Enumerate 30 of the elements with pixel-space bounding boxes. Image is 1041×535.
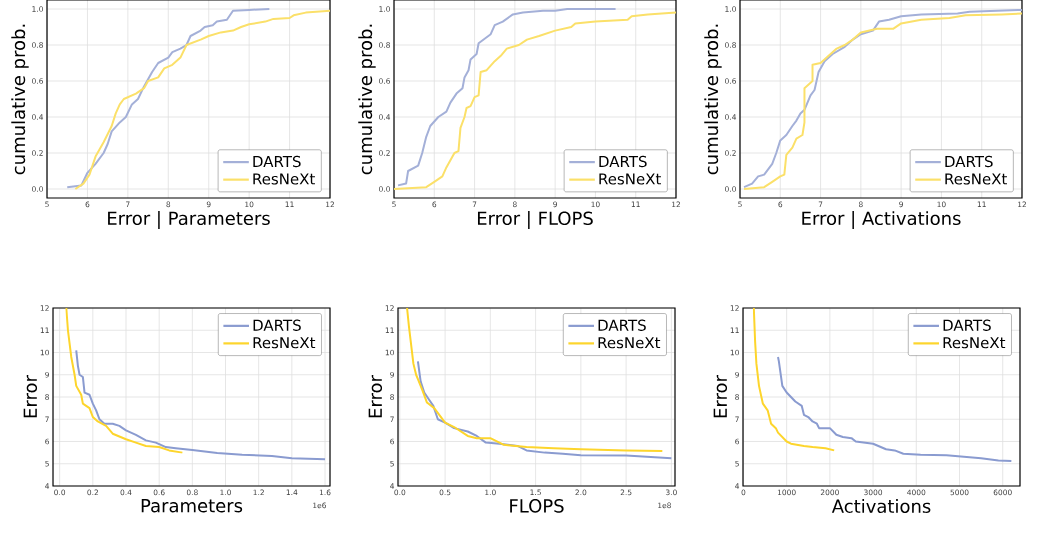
- legend-label: DARTS: [253, 155, 301, 168]
- y-axis-title: Error: [368, 375, 383, 418]
- line-series: [65, 308, 184, 454]
- legend-label: DARTS: [943, 319, 991, 331]
- legend-label: ResNeXt: [599, 173, 661, 185]
- legend-label: ResNeXt: [945, 173, 1007, 185]
- line-series: [752, 308, 836, 452]
- legend-label: DARTS: [598, 319, 646, 331]
- x-axis-title: Error | Activations: [802, 211, 961, 230]
- legend-label: ResNeXt: [253, 173, 315, 185]
- line-series: [75, 349, 327, 461]
- y-axis-title: cumulative prob.: [11, 24, 29, 175]
- y-axis-title: cumulative prob.: [704, 24, 722, 175]
- x-axis-title: Error | Parameters: [108, 211, 270, 230]
- line-series: [416, 360, 673, 460]
- legend-label: ResNeXt: [598, 337, 661, 349]
- y-axis-title: Error: [23, 375, 38, 418]
- x-axis-title: Parameters: [141, 499, 243, 513]
- legend-label: ResNeXt: [253, 337, 316, 349]
- x-axis-title: FLOPS: [510, 499, 564, 513]
- legend-label: DARTS: [599, 155, 647, 168]
- x-axis-title: Error | FLOPS: [477, 211, 593, 230]
- line-series: [406, 308, 664, 453]
- y-axis-title: Error: [713, 375, 728, 418]
- legend-label: DARTS: [945, 155, 993, 168]
- legend-label: DARTS: [253, 319, 301, 331]
- x-axis-title: Activations: [831, 499, 931, 513]
- y-axis-title: cumulative prob.: [358, 24, 376, 175]
- legend-label: ResNeXt: [943, 337, 1006, 349]
- line-series: [74, 9, 330, 190]
